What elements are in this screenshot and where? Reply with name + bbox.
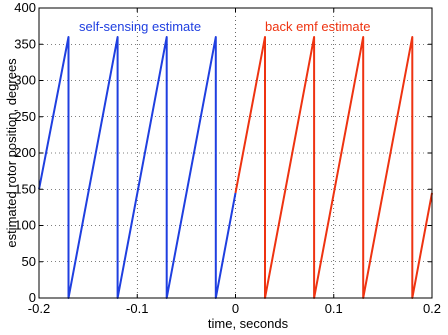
y-tick-label: 50 — [22, 254, 36, 269]
annotation-self-sensing: self-sensing estimate — [79, 19, 201, 34]
x-tick-label: 0.1 — [325, 301, 343, 316]
series-layer — [38, 36, 433, 299]
x-tick-label: -0.1 — [126, 301, 148, 316]
series-line-1 — [234, 36, 433, 299]
y-tick-label: 300 — [14, 73, 36, 88]
x-axis-label: time, seconds — [208, 316, 289, 331]
y-tick-label: 150 — [14, 181, 36, 196]
y-tick-label: 400 — [14, 0, 36, 15]
x-tick-label: 0 — [232, 301, 239, 316]
tick-labels: -0.2 -0.1 0 0.1 0.2 0 50 100 150 200 250 300 350 400 — [14, 0, 441, 316]
series-line-0 — [38, 36, 237, 299]
grid — [39, 8, 432, 298]
y-tick-label: 250 — [14, 109, 36, 124]
y-tick-label: 0 — [29, 290, 36, 305]
y-axis-label: estimated rotor position, degrees — [4, 58, 19, 248]
y-tick-label: 350 — [14, 36, 36, 51]
annotation-back-emf: back emf estimate — [265, 19, 371, 34]
y-tick-label: 200 — [14, 145, 36, 160]
y-tick-label: 100 — [14, 218, 36, 233]
x-tick-label: -0.2 — [28, 301, 50, 316]
x-tick-label: 0.2 — [423, 301, 441, 316]
ticks — [38, 7, 433, 299]
